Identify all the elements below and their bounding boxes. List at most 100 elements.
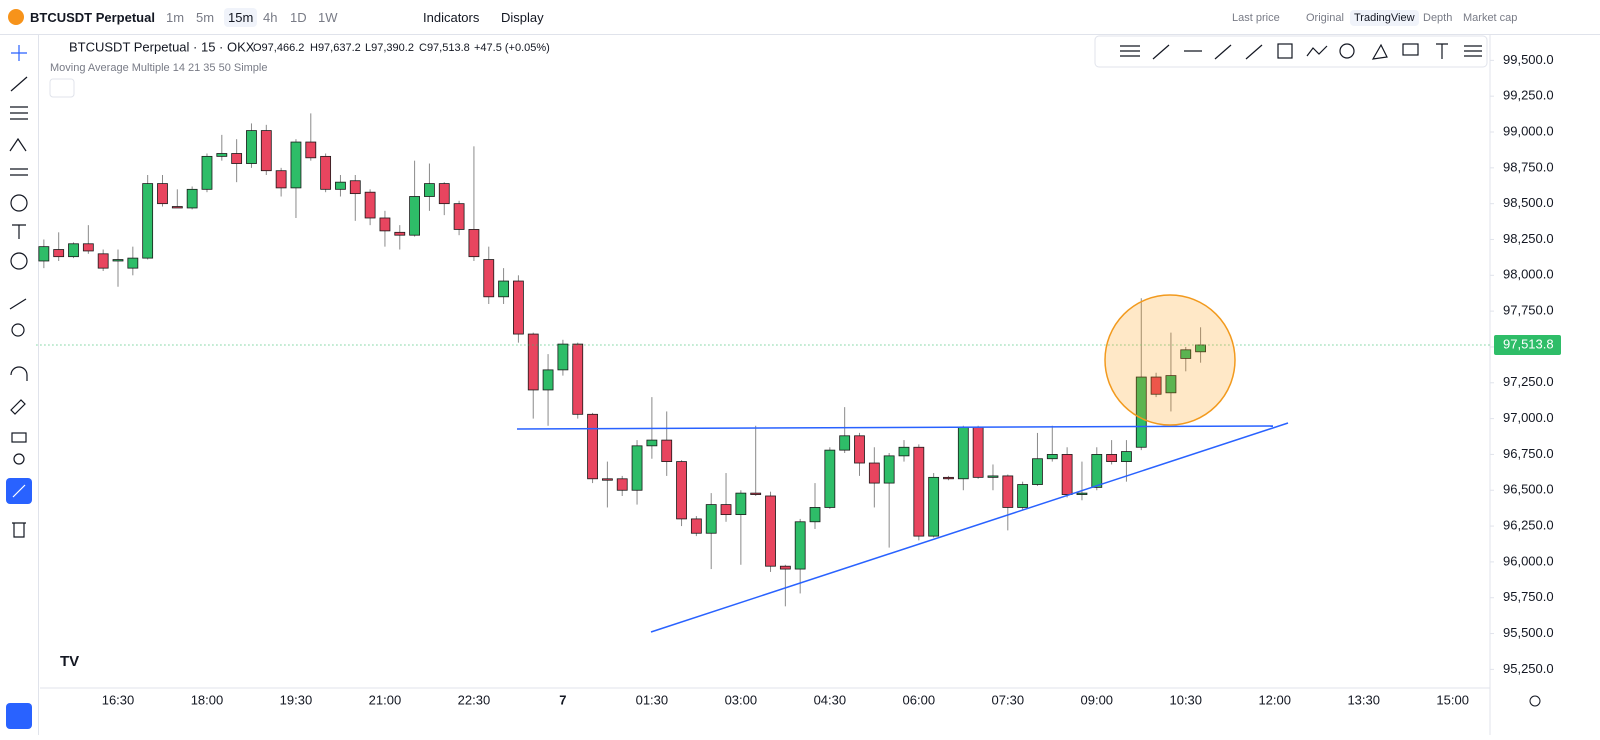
view-tab[interactable]: Market cap bbox=[1463, 12, 1518, 24]
candle-body bbox=[972, 426, 984, 478]
candle-body bbox=[839, 435, 851, 451]
y-tick-label: 96,000.0 bbox=[1503, 553, 1554, 568]
y-tick-label: 99,500.0 bbox=[1503, 52, 1554, 67]
candle-body bbox=[1017, 484, 1029, 508]
candle-body bbox=[1180, 349, 1192, 359]
candle-body bbox=[260, 130, 272, 172]
candle-body bbox=[928, 476, 940, 537]
candle-body bbox=[97, 253, 109, 269]
candle-body bbox=[1076, 492, 1088, 495]
candle-body bbox=[646, 439, 658, 447]
candle-body bbox=[1165, 375, 1177, 394]
legend-change: +47.5 (+0.05%) bbox=[474, 42, 550, 54]
legend-open: O97,466.2 bbox=[253, 42, 304, 54]
collapse-button[interactable] bbox=[49, 78, 75, 98]
y-tick-label: 98,500.0 bbox=[1503, 195, 1554, 210]
resistance-line bbox=[516, 425, 1274, 430]
candle-body bbox=[142, 183, 154, 259]
candle-body bbox=[705, 504, 717, 534]
symbol[interactable]: BTCUSDT Perpetual bbox=[30, 10, 155, 25]
y-tick-label: 97,750.0 bbox=[1503, 303, 1554, 318]
candle-body bbox=[765, 495, 776, 567]
y-tick-label: 97,250.0 bbox=[1503, 374, 1554, 389]
y-tick-label: 98,750.0 bbox=[1503, 159, 1554, 174]
view-tab[interactable]: Depth bbox=[1423, 12, 1453, 24]
interval[interactable]: 5m bbox=[196, 10, 215, 25]
candle-body bbox=[883, 455, 895, 484]
candle-body bbox=[246, 130, 257, 164]
candle-body bbox=[53, 249, 65, 258]
candle-body bbox=[735, 492, 747, 516]
y-tick-label: 98,000.0 bbox=[1503, 267, 1554, 282]
candle-body bbox=[794, 521, 806, 570]
view-tab[interactable]: TradingView bbox=[1350, 10, 1419, 26]
candle-body bbox=[527, 333, 539, 391]
display-button[interactable]: Display bbox=[501, 10, 544, 25]
candle-body bbox=[957, 426, 969, 480]
logo: TV bbox=[60, 653, 79, 670]
symbol-icon bbox=[8, 9, 24, 25]
last-price-label: 97,513.8 bbox=[1503, 336, 1554, 351]
x-tick-label: 03:00 bbox=[725, 692, 758, 707]
candle-body bbox=[1106, 454, 1118, 462]
settings-icon[interactable] bbox=[1529, 695, 1541, 707]
candle-body bbox=[779, 565, 791, 570]
candle-body bbox=[468, 229, 480, 258]
y-tick-label: 98,250.0 bbox=[1503, 231, 1554, 246]
candle-body bbox=[1195, 344, 1206, 353]
indicators-button[interactable]: Indicators bbox=[423, 10, 480, 25]
candle-body bbox=[320, 155, 332, 190]
candle-body bbox=[824, 449, 836, 508]
candle-body bbox=[424, 183, 435, 197]
view-tab[interactable]: Original bbox=[1306, 12, 1344, 24]
candle-body bbox=[438, 183, 450, 205]
x-tick-label: 13:30 bbox=[1347, 692, 1380, 707]
interval[interactable]: 1m bbox=[166, 10, 185, 25]
y-tick-label: 97,000.0 bbox=[1503, 410, 1554, 425]
x-tick-label: 06:00 bbox=[903, 692, 936, 707]
candle-body bbox=[513, 280, 524, 335]
x-tick-label: 12:00 bbox=[1258, 692, 1291, 707]
x-tick-label: 04:30 bbox=[814, 692, 847, 707]
interval[interactable]: 4h bbox=[263, 10, 278, 25]
candle-body bbox=[349, 180, 361, 195]
drawing-toolbar bbox=[0, 35, 39, 735]
candle-body bbox=[68, 243, 79, 258]
candle-body bbox=[987, 475, 999, 478]
candle-body bbox=[676, 461, 687, 520]
candle-body bbox=[943, 476, 954, 480]
floating-toolbar[interactable] bbox=[1094, 35, 1488, 68]
interval[interactable]: 15m bbox=[224, 8, 258, 27]
indicator-label: Moving Average Multiple 14 21 35 50 Simp… bbox=[50, 62, 268, 74]
candle-body bbox=[394, 231, 406, 236]
candle-body bbox=[542, 369, 554, 391]
candle-body bbox=[409, 196, 421, 236]
candle-body bbox=[587, 413, 598, 480]
interval[interactable]: 1W bbox=[318, 10, 338, 25]
x-tick-label: 15:00 bbox=[1436, 692, 1469, 707]
candle-body bbox=[379, 217, 391, 232]
tool-icons[interactable] bbox=[0, 35, 38, 735]
candle-body bbox=[231, 153, 243, 164]
y-tick-label: 96,250.0 bbox=[1503, 518, 1554, 533]
candle-body bbox=[453, 203, 465, 230]
candle-body bbox=[171, 206, 183, 209]
candle-body bbox=[1061, 454, 1073, 495]
candle-body bbox=[720, 504, 732, 516]
x-tick-label: 22:30 bbox=[458, 692, 491, 707]
candle-body bbox=[483, 259, 495, 298]
candle-body bbox=[275, 170, 287, 189]
candle-body bbox=[1121, 451, 1132, 462]
candle-body bbox=[38, 246, 50, 262]
interval[interactable]: 1D bbox=[290, 10, 307, 25]
candle-body bbox=[112, 259, 124, 262]
y-tick-label: 96,500.0 bbox=[1503, 482, 1554, 497]
highlight-circle bbox=[1104, 294, 1236, 426]
price-mode[interactable]: Last price bbox=[1232, 12, 1280, 24]
x-tick-label: 01:30 bbox=[636, 692, 669, 707]
candle-body bbox=[1032, 458, 1043, 485]
y-tick-label: 95,500.0 bbox=[1503, 625, 1554, 640]
candle-body bbox=[1150, 376, 1162, 395]
x-tick-label: 19:30 bbox=[280, 692, 313, 707]
